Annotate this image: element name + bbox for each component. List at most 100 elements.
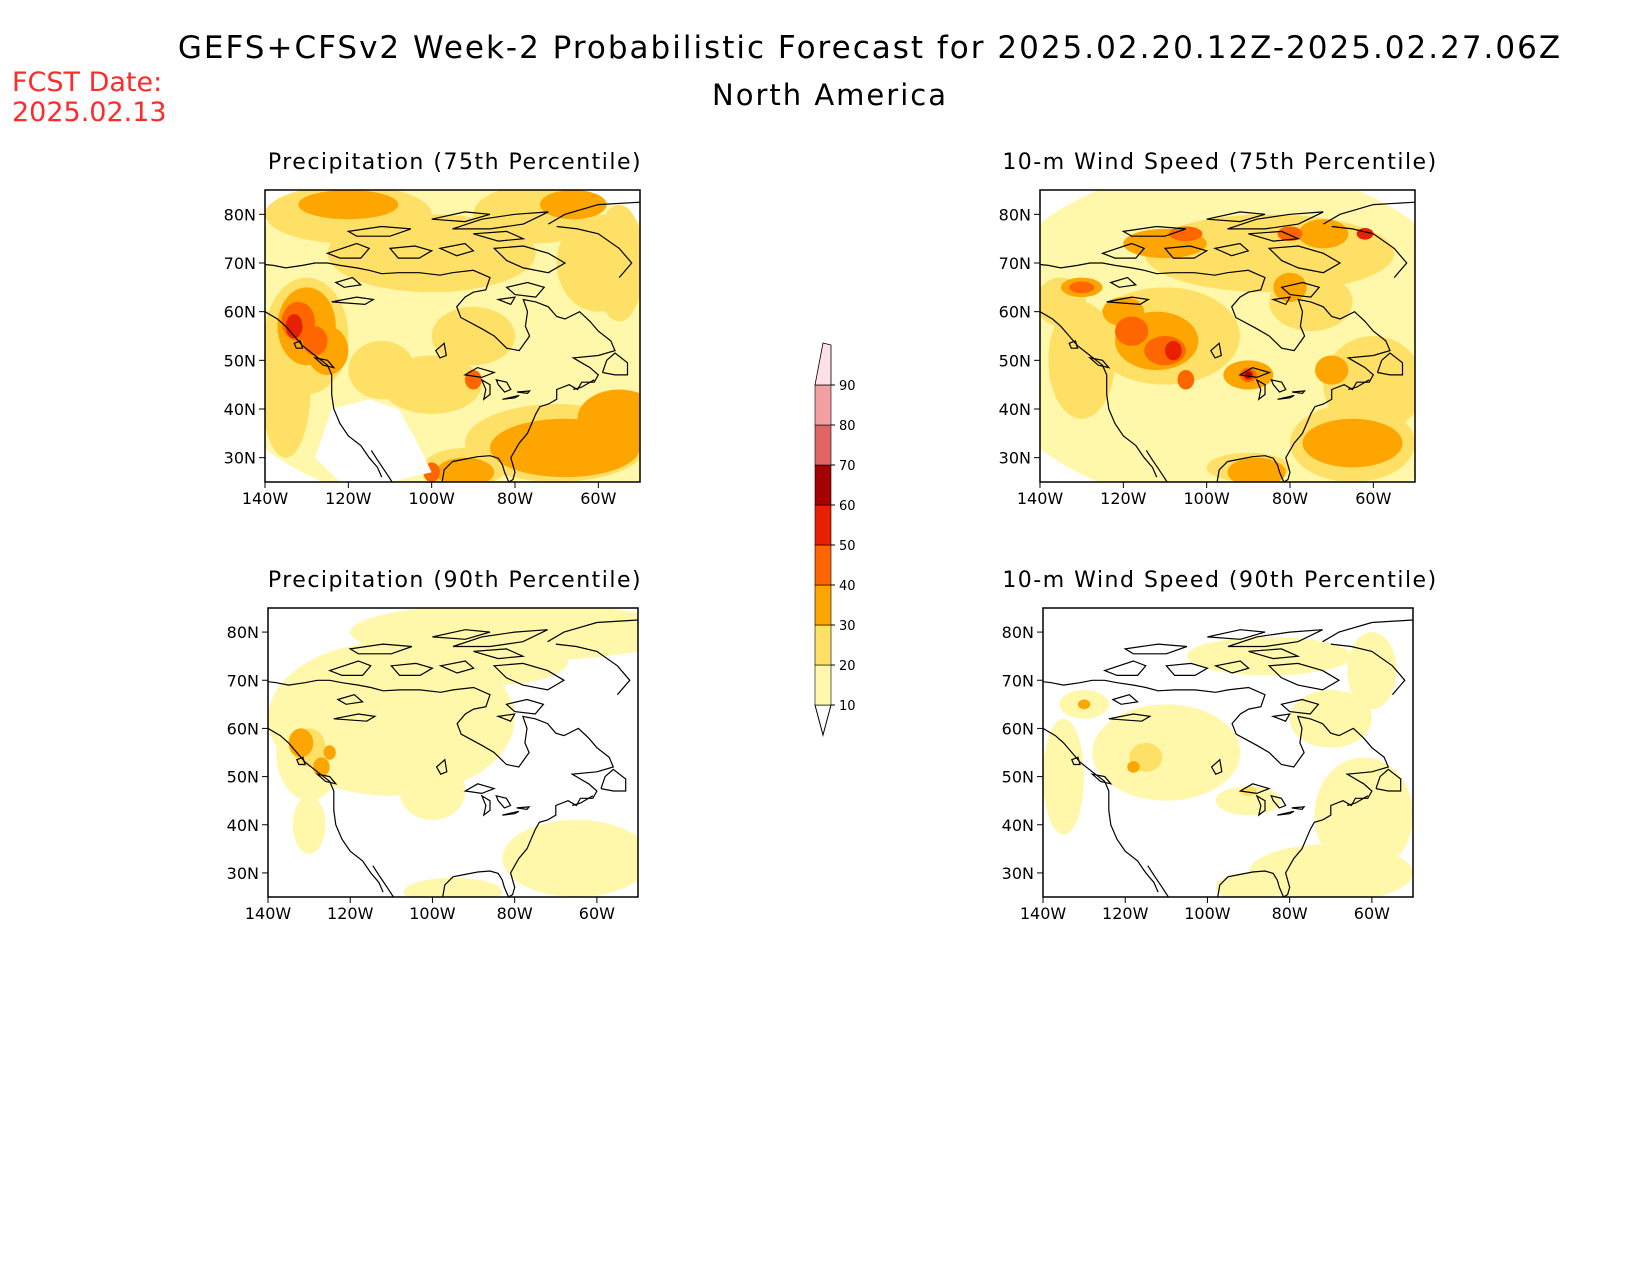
map-frame bbox=[1042, 607, 1414, 898]
panel-title-wind75: 10-m Wind Speed (75th Percentile) bbox=[1002, 150, 1438, 175]
island-outline bbox=[1206, 211, 1266, 223]
lake-outline bbox=[1270, 378, 1287, 393]
lat-tick-label: 30N bbox=[224, 449, 256, 468]
lon-tick-label: 80W bbox=[1272, 489, 1308, 508]
island-outline bbox=[431, 211, 491, 223]
lat-tick-label: 80N bbox=[999, 205, 1031, 224]
island-outline bbox=[495, 296, 517, 306]
colorbar-segment bbox=[814, 544, 832, 586]
map-precip75: 140W 120W 100W 80W 60W 80N 70N 60N 50N 40N 30N bbox=[224, 189, 641, 508]
colorbar-label: 40 bbox=[839, 579, 856, 594]
colorbar-label: 90 bbox=[839, 379, 856, 394]
lake-outline bbox=[333, 713, 377, 722]
coastline bbox=[370, 450, 393, 482]
colorbar-label: 80 bbox=[839, 419, 856, 434]
island-outline bbox=[315, 773, 338, 785]
probability-contour bbox=[1289, 689, 1372, 748]
probability-contour bbox=[1186, 636, 1352, 676]
shading-layer bbox=[265, 190, 640, 482]
island-outline bbox=[1270, 296, 1292, 306]
coastline bbox=[1043, 679, 1390, 897]
coastlines bbox=[268, 619, 638, 897]
lon-tick-label: 100W bbox=[1184, 904, 1231, 923]
lake-outline bbox=[480, 794, 491, 817]
coastline bbox=[265, 311, 383, 478]
lake-outline bbox=[1109, 276, 1138, 288]
coastlines bbox=[994, 619, 1413, 897]
probability-contour bbox=[1165, 340, 1182, 361]
coastline bbox=[1348, 379, 1370, 391]
lake-outline bbox=[502, 394, 520, 400]
lake-outline bbox=[1255, 378, 1266, 401]
probability-contour bbox=[594, 204, 640, 322]
island-outline bbox=[492, 245, 567, 274]
probability-contour bbox=[381, 355, 482, 414]
lat-tick-label: 50N bbox=[227, 768, 259, 787]
probability-contour bbox=[399, 762, 466, 820]
lat-tick-label: 40N bbox=[224, 400, 256, 419]
probability-contour bbox=[350, 608, 638, 661]
lake-outline bbox=[495, 378, 512, 393]
lon-tick-label: 140W bbox=[245, 904, 292, 923]
lake-outline bbox=[495, 794, 512, 809]
island-outline bbox=[1163, 245, 1209, 259]
island-outline bbox=[325, 242, 371, 259]
lake-outline bbox=[1270, 794, 1287, 809]
probability-contour bbox=[313, 757, 330, 777]
coastline bbox=[1040, 311, 1158, 478]
coastline bbox=[1347, 795, 1369, 807]
lake-outline bbox=[1291, 806, 1306, 810]
island-outline bbox=[1100, 242, 1146, 259]
lon-tick-label: 140W bbox=[1017, 489, 1064, 508]
probability-contour bbox=[577, 389, 640, 448]
coastline bbox=[556, 225, 633, 278]
coastline bbox=[1322, 201, 1415, 225]
lat-tick-label: 70N bbox=[224, 254, 256, 273]
island-outline bbox=[1123, 643, 1188, 655]
coastline bbox=[1145, 450, 1168, 482]
colorbar-segment bbox=[814, 424, 832, 466]
island-outline bbox=[1227, 629, 1323, 648]
colorbar: 10 20 30 40 50 60 70 80 90 bbox=[814, 342, 856, 737]
coastline bbox=[1043, 727, 1159, 893]
probability-contour bbox=[431, 306, 515, 366]
island-outline bbox=[438, 660, 475, 674]
forecast-date-label: FCST Date: bbox=[12, 67, 163, 98]
probability-contour bbox=[302, 326, 328, 356]
probability-contour bbox=[1077, 699, 1091, 710]
lake-outline bbox=[463, 783, 496, 795]
island-outline bbox=[438, 242, 475, 257]
coastline bbox=[268, 679, 615, 897]
coastline bbox=[572, 795, 594, 807]
colorbar-label: 50 bbox=[839, 539, 856, 554]
coastline bbox=[1376, 352, 1404, 376]
lon-tick-label: 80W bbox=[497, 489, 533, 508]
colorbar-segment bbox=[814, 464, 832, 506]
island-outline bbox=[390, 662, 434, 676]
probability-contour bbox=[1347, 632, 1397, 710]
lat-tick-label: 40N bbox=[1002, 816, 1034, 835]
lake-outline bbox=[1277, 394, 1295, 400]
island-outline bbox=[348, 643, 413, 655]
map-frame bbox=[267, 607, 639, 898]
colorbar-segment bbox=[814, 624, 832, 666]
probability-contour bbox=[1092, 704, 1241, 801]
colorbar-segment bbox=[814, 384, 832, 426]
coastline bbox=[601, 352, 629, 376]
map-frame bbox=[1039, 189, 1416, 483]
coastlines bbox=[1040, 201, 1415, 482]
lake-outline bbox=[336, 694, 364, 705]
lat-tick-label: 80N bbox=[224, 205, 256, 224]
lake-outline bbox=[1210, 342, 1222, 359]
island-outline bbox=[994, 728, 1002, 738]
probability-contour bbox=[323, 745, 336, 760]
island-outline bbox=[473, 648, 526, 660]
probability-contour bbox=[1248, 844, 1413, 897]
lat-tick-label: 60N bbox=[227, 719, 259, 738]
coastline bbox=[1322, 619, 1413, 643]
island-outline bbox=[388, 245, 434, 259]
lake-outline bbox=[1292, 390, 1307, 395]
island-outline bbox=[1280, 698, 1320, 715]
lake-outline bbox=[517, 390, 532, 395]
lon-tick-label: 60W bbox=[580, 489, 616, 508]
